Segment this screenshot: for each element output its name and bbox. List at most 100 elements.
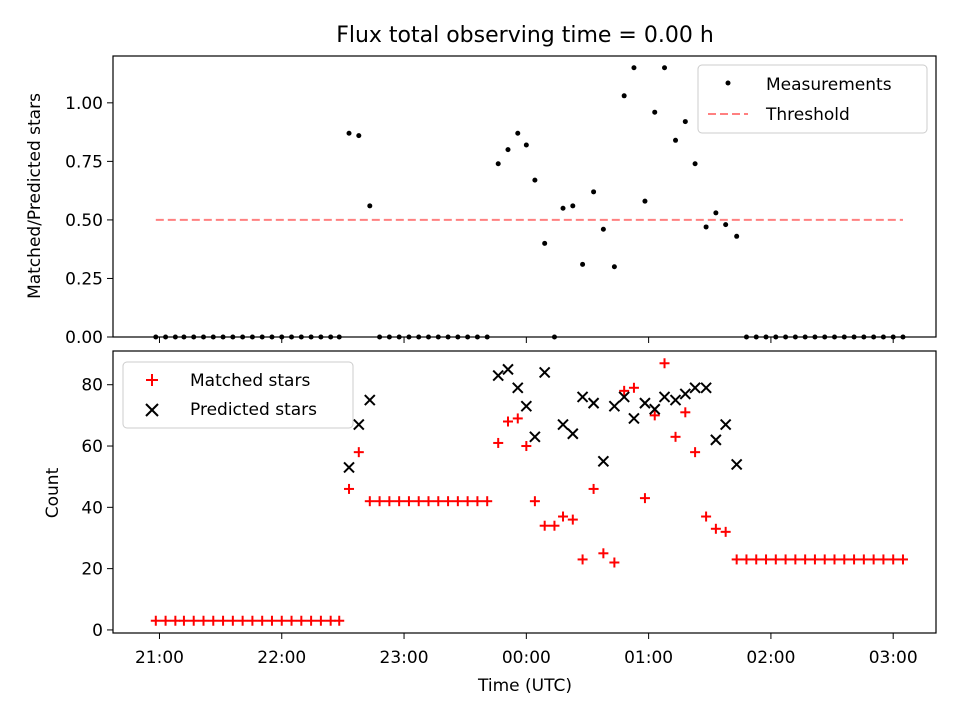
x-axis-label: Time (UTC) bbox=[477, 676, 572, 696]
bottom-axes-frame bbox=[112, 350, 937, 634]
legend-threshold: Threshold bbox=[765, 105, 850, 125]
predicted-star-point bbox=[529, 431, 541, 443]
matched-star-point bbox=[659, 358, 670, 369]
predicted-star-point bbox=[628, 412, 640, 425]
x-stroke-2 bbox=[700, 382, 712, 394]
top-y-axis-label: Matched/Predicted stars bbox=[25, 93, 45, 299]
bottom-y-ticks: 0 20 40 60 80 bbox=[81, 376, 113, 641]
predicted-legend-marker bbox=[145, 403, 159, 417]
matched-star-point bbox=[780, 554, 791, 565]
predicted-star-point bbox=[700, 382, 712, 394]
x-tick-label: 00:00 bbox=[502, 648, 551, 668]
predicted-star-point bbox=[502, 363, 514, 376]
y-tick-label: 0.75 bbox=[65, 152, 103, 172]
top-axes-frame bbox=[112, 55, 937, 338]
legend-predicted-stars: Predicted stars bbox=[190, 400, 317, 420]
matched-star-point bbox=[315, 615, 326, 626]
predicted-star-point bbox=[364, 394, 376, 406]
matched-star-point bbox=[443, 496, 454, 507]
measurement-point bbox=[662, 65, 668, 71]
measurement-point bbox=[692, 161, 698, 167]
matched-star-point bbox=[800, 554, 811, 565]
matched-star-point bbox=[549, 520, 560, 531]
matched-star-point bbox=[423, 496, 434, 507]
matched-star-point bbox=[403, 496, 414, 507]
matched-star-point bbox=[588, 483, 599, 494]
predicted-star-point bbox=[538, 366, 551, 379]
matched-star-point bbox=[384, 496, 395, 507]
predicted-star-point bbox=[658, 391, 671, 403]
matched-star-point bbox=[529, 496, 540, 507]
measurement-point bbox=[532, 177, 538, 183]
x-stroke-2 bbox=[576, 391, 589, 403]
y-tick-label: 60 bbox=[81, 437, 103, 457]
measurement-point bbox=[652, 109, 658, 115]
matched-star-point bbox=[521, 441, 532, 452]
predicted-star-point bbox=[608, 400, 621, 412]
x-stroke-2 bbox=[730, 458, 743, 471]
matched-star-point bbox=[649, 410, 660, 421]
measurement-point bbox=[642, 198, 648, 204]
x-stroke-2 bbox=[512, 382, 524, 394]
y-tick-label: 40 bbox=[81, 498, 103, 518]
predicted-star-point bbox=[618, 391, 630, 403]
matched-star-point bbox=[878, 554, 889, 565]
measurement-point bbox=[495, 161, 501, 167]
bottom-x-ticks: 21:00 22:00 23:00 00:00 01:00 02:00 03:00 bbox=[135, 633, 918, 668]
x-stroke-2 bbox=[719, 418, 732, 431]
predicted-star-point bbox=[679, 388, 692, 400]
x-tick-label: 21:00 bbox=[135, 648, 184, 668]
matched-star-point bbox=[628, 382, 639, 393]
measurement-point bbox=[600, 226, 606, 232]
matched-star-point bbox=[761, 554, 772, 565]
matched-star-point bbox=[849, 554, 860, 565]
x-stroke-2 bbox=[529, 431, 541, 443]
matched-star-point bbox=[897, 554, 908, 565]
measurement-point bbox=[356, 133, 362, 139]
x-tick-label: 02:00 bbox=[746, 648, 795, 668]
x-stroke-2 bbox=[639, 397, 651, 409]
matched-star-point bbox=[819, 554, 830, 565]
measurements-legend-marker bbox=[725, 80, 731, 86]
predicted-star-point bbox=[669, 394, 682, 406]
x-stroke-2 bbox=[502, 363, 514, 376]
predicted-star-point bbox=[689, 382, 701, 394]
x-stroke-2 bbox=[608, 400, 621, 412]
matched-star-point bbox=[472, 496, 483, 507]
matched-star-point bbox=[237, 615, 248, 626]
x-stroke-2 bbox=[679, 388, 692, 400]
x-stroke-2 bbox=[567, 428, 579, 440]
measurement-point bbox=[505, 147, 511, 153]
x-stroke-2 bbox=[618, 391, 630, 403]
matched-star-point bbox=[170, 615, 181, 626]
bottom-legend-box bbox=[122, 361, 354, 429]
x-stroke-2 bbox=[364, 394, 376, 406]
x-stroke-2 bbox=[710, 434, 722, 446]
matched-star-point bbox=[257, 615, 268, 626]
x-stroke-2 bbox=[492, 369, 504, 382]
matched-star-point bbox=[512, 413, 523, 424]
matched-star-point bbox=[770, 554, 781, 565]
y-tick-label: 80 bbox=[81, 376, 103, 396]
measurement-point bbox=[611, 264, 617, 270]
x-stroke-2 bbox=[669, 394, 682, 406]
matched-star-point bbox=[286, 615, 297, 626]
measurement-point bbox=[621, 93, 627, 99]
predicted-star-point bbox=[576, 391, 589, 403]
matched-star-point bbox=[701, 511, 712, 522]
x-stroke-2 bbox=[628, 412, 640, 425]
matched-star-point bbox=[482, 496, 493, 507]
predicted-star-point bbox=[492, 369, 504, 382]
measurement-point bbox=[631, 65, 637, 71]
measurement-point bbox=[367, 203, 373, 209]
predicted-star-point bbox=[353, 418, 365, 431]
predicted-star-point bbox=[730, 458, 743, 471]
matched-star-point bbox=[609, 557, 620, 568]
measurement-point bbox=[570, 203, 576, 209]
measurement-point bbox=[673, 137, 679, 143]
predicted-star-point bbox=[710, 434, 722, 446]
matched-star-point bbox=[266, 615, 277, 626]
x-stroke-2 bbox=[597, 455, 610, 468]
matched-star-point bbox=[188, 615, 199, 626]
measurement-point bbox=[682, 119, 688, 125]
